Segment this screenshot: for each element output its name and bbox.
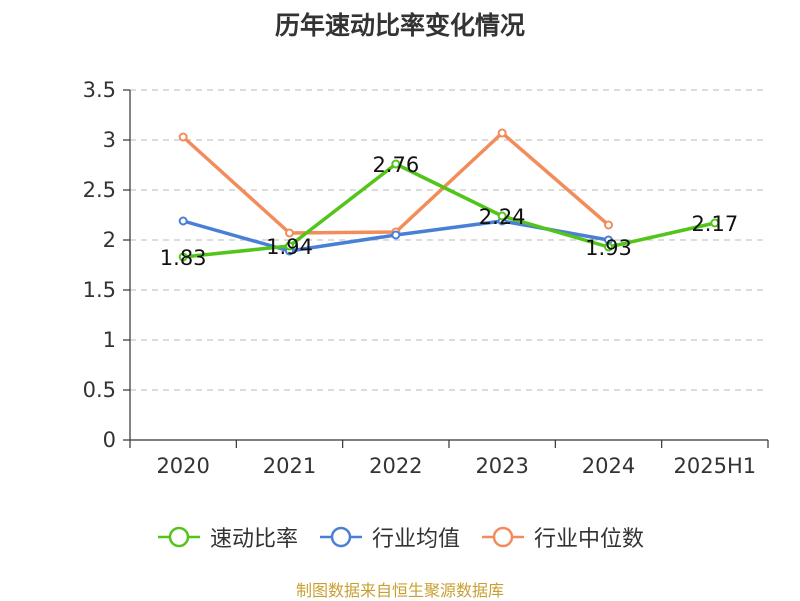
- legend-label: 速动比率: [209, 527, 298, 552]
- y-tick-label: 2: [103, 228, 116, 252]
- data-point: [604, 220, 613, 230]
- data-point: [178, 216, 188, 226]
- x-tick-label: 2020: [156, 454, 209, 478]
- data-point: [285, 241, 294, 251]
- data-point: [178, 132, 188, 142]
- data-labels: 1.83 1.94 2.76 2.24 1.93 2.17: [160, 153, 738, 270]
- x-tick-label: 2023: [475, 454, 528, 478]
- grid-lines: [130, 89, 768, 391]
- data-label: 1.94: [266, 235, 313, 259]
- series-lines: [178, 128, 720, 262]
- data-label: 1.93: [585, 236, 632, 260]
- data-point: [604, 242, 613, 252]
- chart-title: 历年速动比率变化情况: [274, 11, 525, 40]
- series-line: [181, 131, 610, 235]
- data-point: [497, 211, 507, 221]
- legend-label: 行业中位数: [534, 527, 645, 552]
- legend-item-industry-mean[interactable]: 行业均值: [318, 521, 460, 553]
- data-label: 2.24: [479, 205, 526, 229]
- source-note: 制图数据来自恒生聚源数据库: [295, 581, 504, 600]
- x-tick-label: 2024: [582, 454, 635, 478]
- y-tick-label: 3.5: [83, 78, 116, 102]
- legend-marker-icon: [319, 526, 362, 548]
- data-point: [497, 128, 507, 138]
- x-tick-label: 2021: [263, 454, 316, 478]
- y-tick-label: 2.5: [83, 178, 116, 202]
- legend-marker-icon: [482, 526, 524, 548]
- legend-marker-icon: [157, 526, 200, 548]
- data-point: [710, 218, 720, 228]
- y-tick-label: 1.5: [83, 278, 116, 302]
- data-point: [391, 159, 401, 169]
- legend-label: 行业均值: [371, 527, 460, 552]
- y-tick-label: 0.5: [83, 378, 116, 402]
- line-chart: 0 0.5 1 1.5 2 2.5 3 3.5 2020 2021 2022 2023 2024 2025…: [83, 78, 769, 478]
- axes: 0 0.5 1 1.5 2 2.5 3 3.5 2020 2021 2022 2023 2024 2025…: [83, 78, 769, 478]
- y-tick-label: 1: [103, 328, 116, 352]
- x-tick-label: 2022: [369, 454, 422, 478]
- data-label: 2.17: [691, 212, 738, 236]
- legend: 速动比率 行业均值 行业中位数: [0, 520, 800, 554]
- series-line: [182, 162, 716, 259]
- x-tick-label: 2025H1: [674, 454, 757, 478]
- y-tick-label: 3: [103, 128, 116, 152]
- data-point: [391, 230, 401, 240]
- legend-item-quick-ratio[interactable]: 速动比率: [156, 521, 298, 553]
- data-point: [178, 252, 188, 262]
- data-label: 2.76: [372, 153, 419, 177]
- data-label: 1.83: [160, 246, 207, 270]
- legend-item-industry-median[interactable]: 行业中位数: [480, 521, 644, 553]
- data-point: [285, 228, 294, 238]
- y-tick-label: 0: [103, 428, 116, 452]
